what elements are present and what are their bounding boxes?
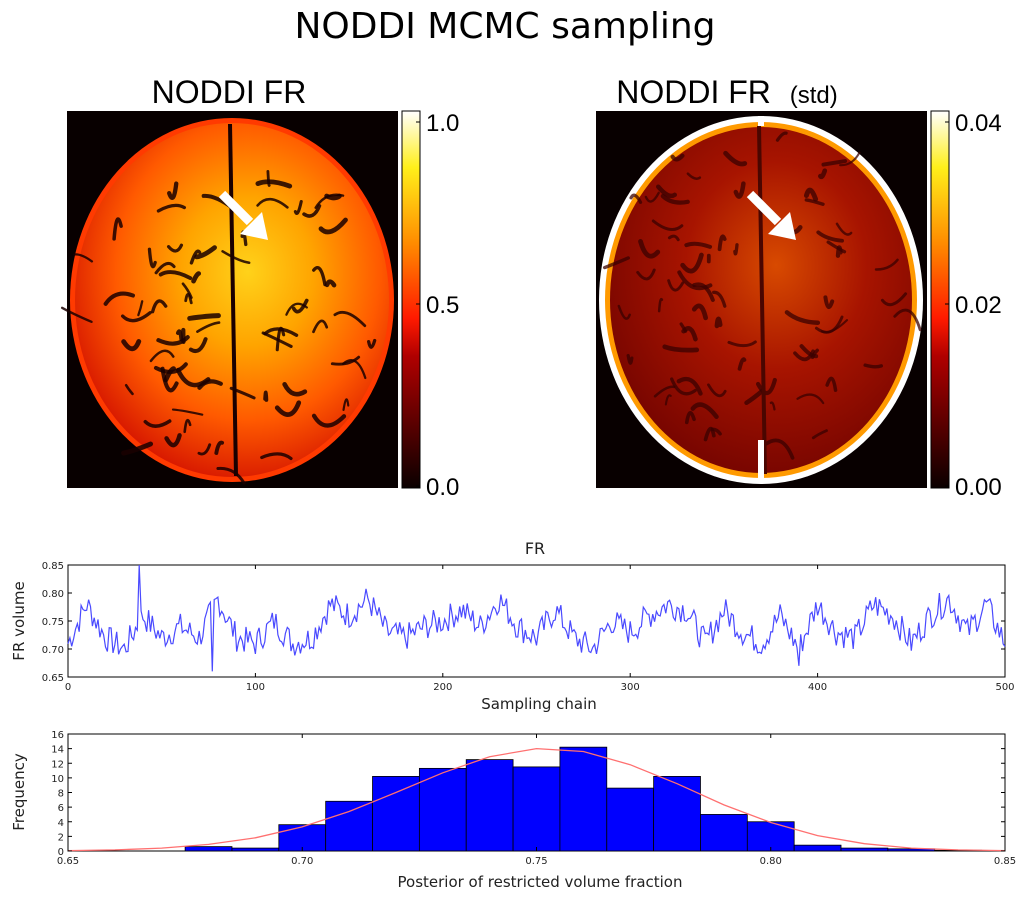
- histogram-ytick-label: 6: [58, 803, 64, 814]
- fr-brain-image: [60, 118, 394, 485]
- histogram-bar: [372, 776, 420, 852]
- histogram-xtick-label: 0.75: [525, 856, 547, 867]
- histogram-bar: [746, 821, 795, 852]
- fr-std-map-panel: NODDI FR (std) 0.04 0.02 0.00: [596, 74, 1002, 501]
- trace-xtick-label: 300: [621, 682, 640, 693]
- trace-xtick-label: 400: [808, 682, 827, 693]
- histogram-ytick-label: 4: [58, 818, 64, 829]
- histogram-bar: [512, 766, 561, 852]
- fr-std-colorbar: [930, 110, 950, 489]
- histogram-bar: [700, 814, 748, 852]
- fr-std-brain-image: [599, 116, 923, 484]
- histogram-bar: [653, 776, 701, 852]
- figure-title: NODDI MCMC sampling: [294, 6, 715, 47]
- histogram-ytick-label: 10: [51, 774, 64, 785]
- trace-ytick-label: 0.70: [42, 645, 64, 656]
- histogram-ylabel: Frequency: [10, 753, 28, 831]
- histogram-xtick-label: 0.70: [291, 856, 313, 867]
- fr-std-colorbar-tick-label: 0.04: [955, 110, 1002, 137]
- trace-plot-ylabel: FR volume: [10, 581, 28, 660]
- fr-std-colorbar-tick-label: 0.00: [955, 474, 1002, 501]
- histogram-bar: [606, 787, 655, 852]
- fr-std-map-title: NODDI FR: [616, 74, 771, 110]
- svg-text:NODDI FR (std): NODDI FR (std): [616, 74, 838, 110]
- trace-plot: FR 0 100 200 300 400 5000.650.700.750.800.85 …: [10, 539, 1015, 713]
- trace-xtick-label: 0: [65, 682, 71, 693]
- histogram-ytick-label: 12: [51, 759, 64, 770]
- trace-line: [67, 564, 1006, 672]
- trace-xtick-label: 200: [433, 682, 452, 693]
- histogram-xtick-label: 0.85: [994, 856, 1016, 867]
- trace-ytick-label: 0.75: [42, 617, 64, 628]
- trace-xtick-label: 100: [246, 682, 265, 693]
- histogram-xtick-label: 0.80: [760, 856, 782, 867]
- fr-map-title: NODDI FR: [152, 74, 307, 110]
- svg-text:NODDI FR: NODDI FR: [152, 74, 307, 110]
- trace-xtick-label: 500: [995, 682, 1014, 693]
- histogram-bar: [465, 759, 514, 852]
- histogram-plot: 0.65 0.70 0.75 0.80 0.85 0 2 4 6 8 10 12 14 16 Poster…: [10, 730, 1016, 891]
- histogram-bar: [325, 800, 373, 852]
- trace-plot-frame: [67, 564, 1006, 678]
- fr-std-colorbar-tick-label: 0.02: [955, 292, 1002, 319]
- fr-colorbar-tick-label: 1.0: [426, 110, 459, 137]
- fr-colorbar-tick-label: 0.5: [426, 292, 459, 319]
- histogram-bar: [184, 846, 233, 852]
- trace-plot-xlabel: Sampling chain: [481, 695, 597, 713]
- histogram-bar: [793, 844, 842, 852]
- arrow-down-right-icon: [746, 190, 796, 240]
- histogram-bar: [418, 767, 467, 852]
- histogram-ytick-label: 14: [51, 745, 64, 756]
- histogram-bar: [840, 847, 889, 852]
- histogram-xtick-label: 0.65: [57, 856, 79, 867]
- fr-colorbar-tick-label: 0.0: [426, 474, 459, 501]
- trace-plot-title: FR: [525, 539, 545, 558]
- fr-map-panel: NODDI FR 1.0 0.5 0.0: [60, 74, 459, 501]
- trace-ytick-label: 0.85: [42, 561, 64, 572]
- histogram-bar: [559, 746, 608, 852]
- histogram-ytick-label: 8: [58, 789, 64, 800]
- histogram-xlabel: Posterior of restricted volume fraction: [398, 873, 683, 891]
- histogram-bar: [231, 847, 280, 852]
- histogram-ytick-label: 0: [58, 847, 64, 858]
- arrow-down-right-icon: [218, 190, 268, 240]
- fr-colorbar: [401, 110, 421, 489]
- trace-ytick-label: 0.80: [42, 589, 64, 600]
- histogram-ytick-label: 2: [58, 832, 64, 843]
- histogram-ytick-label: 16: [51, 730, 64, 741]
- trace-ytick-label: 0.65: [42, 673, 64, 684]
- fr-std-map-title-suffix: (std): [790, 82, 838, 109]
- histogram-bar: [278, 824, 327, 852]
- histogram-fit-line: [67, 747, 1006, 852]
